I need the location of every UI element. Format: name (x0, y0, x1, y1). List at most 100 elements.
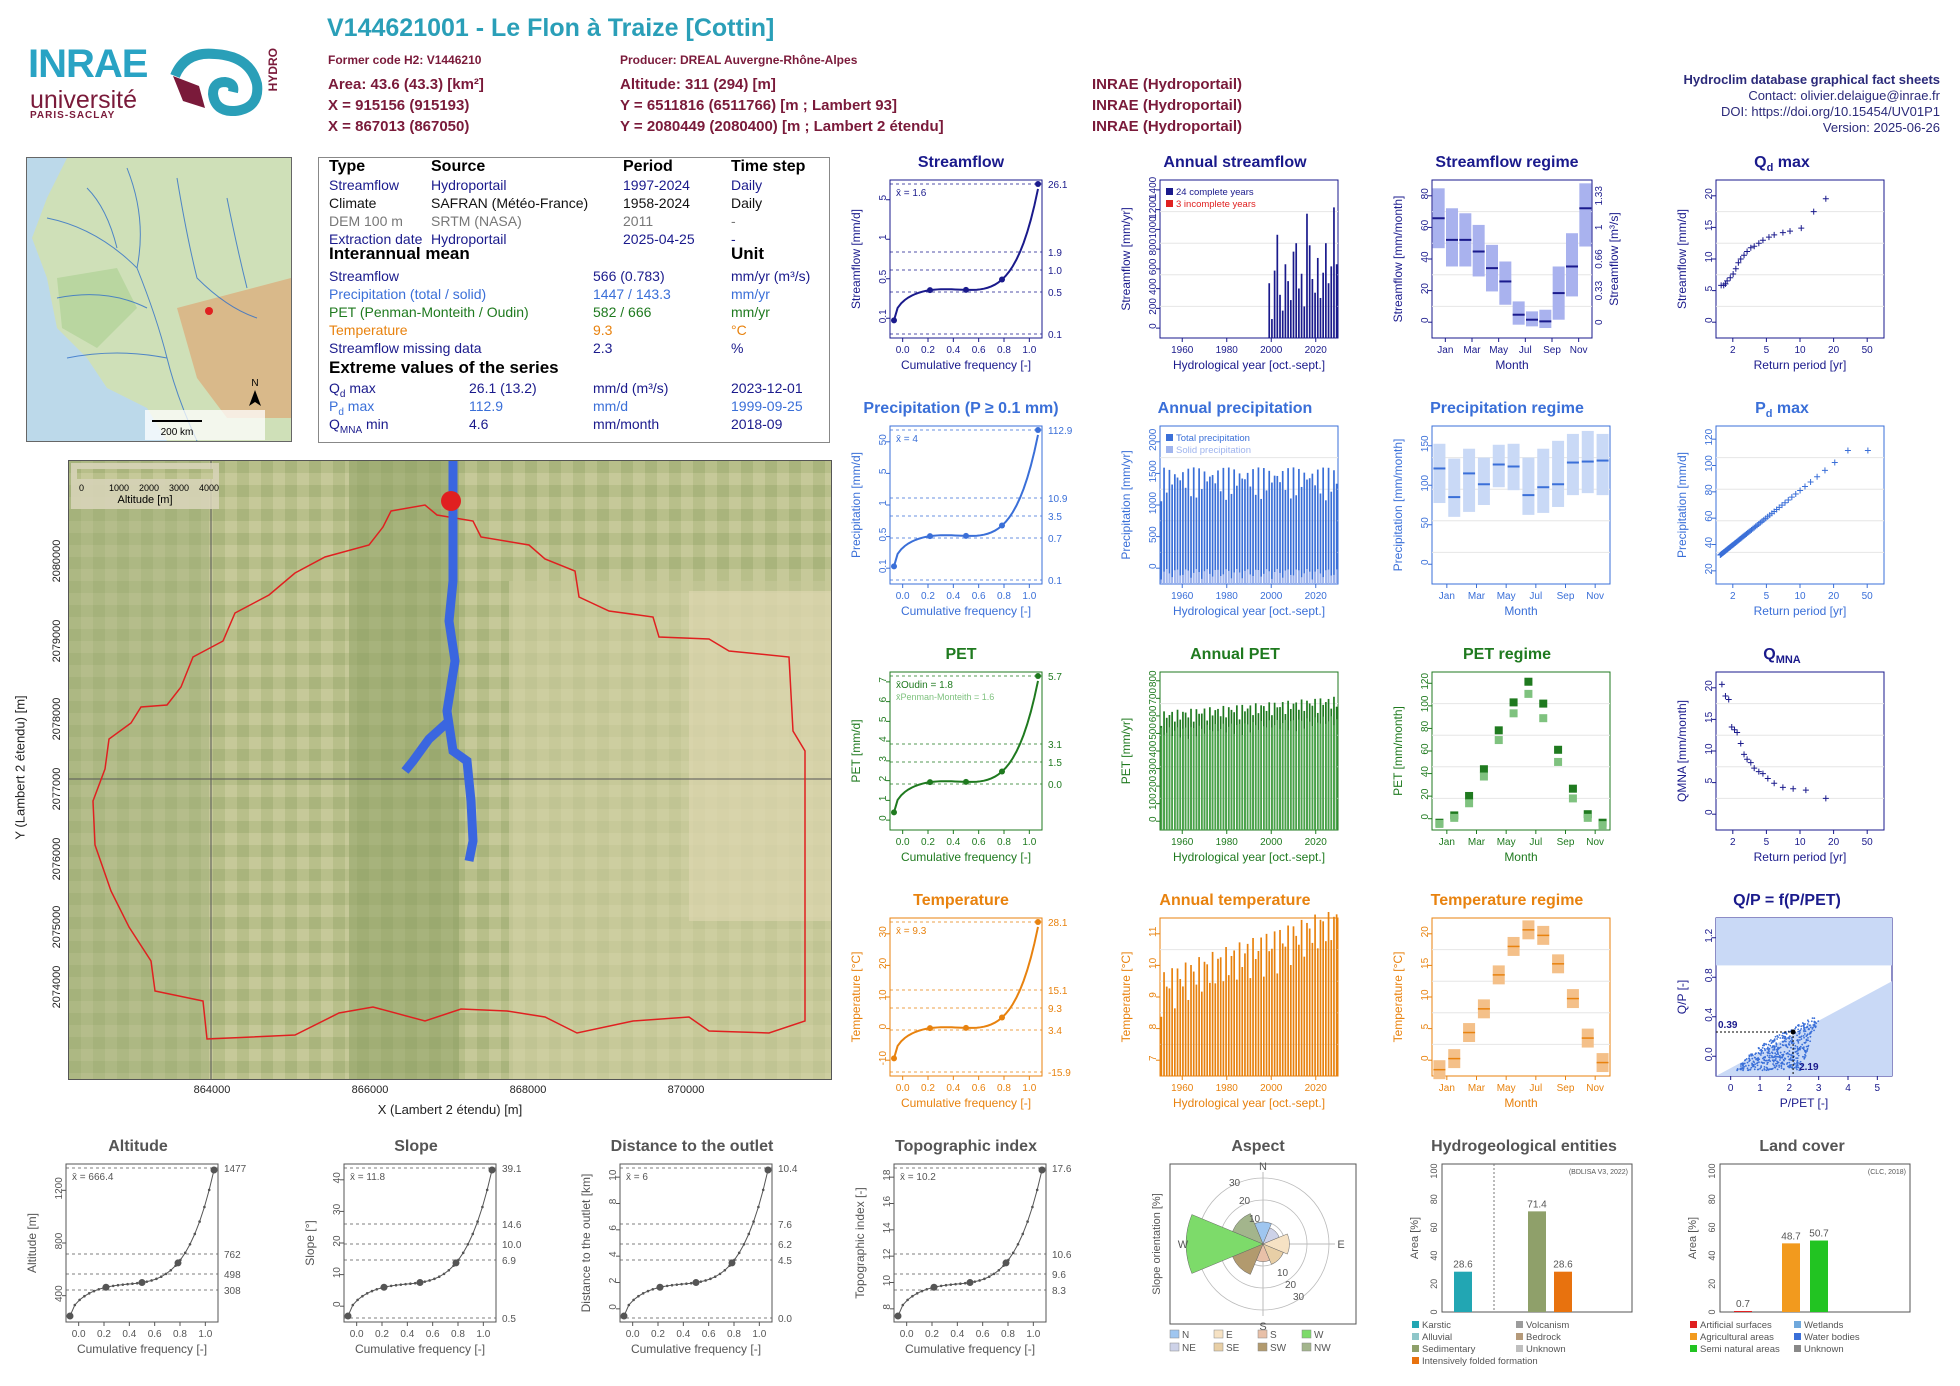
qp-point (1772, 1049, 1774, 1051)
quantile-point (344, 1312, 352, 1320)
regime-box (1499, 261, 1512, 305)
x-tick-label: Sep (1557, 1083, 1575, 1094)
qp-point (1783, 1068, 1785, 1070)
x-tick-label: 0.4 (950, 1329, 964, 1340)
annual-bar-secondary (1265, 569, 1268, 584)
doi[interactable]: DOI: https://doi.org/10.15454/UV01P1 (1721, 104, 1940, 119)
qp-point (1758, 1061, 1760, 1064)
return-point (1735, 259, 1742, 266)
qp-point (1807, 1020, 1810, 1023)
regime-box (1494, 726, 1503, 735)
map-y-tick: 2077000 (51, 767, 63, 811)
area-bar (1528, 1211, 1546, 1312)
annual-bar (1244, 953, 1246, 1076)
qp-point (1798, 1069, 1801, 1072)
y-tick-label: 0.5 (878, 269, 889, 283)
annual-bar-secondary (1262, 726, 1265, 830)
y-tick-label: 100 (1707, 1164, 1717, 1179)
map-x-label: X (Lambert 2 étendu) [m] (377, 1102, 523, 1117)
panel-title: Qd max (1754, 154, 1810, 175)
x-axis-label: Cumulative frequency [-] (77, 1342, 207, 1356)
annual-bar (1300, 486, 1303, 584)
hydro-logo-text: HYDRO (266, 48, 280, 92)
map-y-label: Y (Lambert 2 étendu) [m] (12, 695, 28, 840)
return-point (1741, 252, 1748, 259)
source-note: (BDLISA V3, 2022) (1569, 1169, 1628, 1176)
qp-point (1783, 1050, 1786, 1053)
right-tick-label: 0.0 (1048, 780, 1062, 791)
qp-point (1803, 1029, 1805, 1032)
qp-point (1781, 1034, 1784, 1037)
annual-bar-secondary (1160, 579, 1163, 584)
qp-point (1771, 1067, 1774, 1070)
annual-bar (1222, 981, 1225, 1076)
annual-bar-secondary (1219, 576, 1222, 584)
y-tick-label: 20 (1704, 563, 1715, 575)
annual-bar (1322, 467, 1325, 584)
y-tick-label: 100 (1429, 1164, 1439, 1179)
qp-point (1746, 1061, 1749, 1064)
x-tick-label: 50 (1862, 837, 1874, 848)
qp-point (1751, 1065, 1754, 1068)
annual-bar-secondary (1209, 729, 1211, 830)
y-tick-label: 7 (878, 677, 889, 683)
qp-point (1785, 1040, 1787, 1043)
x-tick-label: 0.0 (896, 837, 910, 848)
x-tick-label: 1.0 (1022, 837, 1036, 848)
return-point (1810, 208, 1817, 215)
qp-point (1794, 1027, 1796, 1030)
qp-point (1756, 1064, 1759, 1067)
x-axis-label: Return period [yr] (1754, 850, 1847, 864)
return-point (1788, 494, 1795, 501)
extreme-label: Qd max (329, 380, 376, 400)
interannual-value: 1447 / 143.3 (593, 286, 671, 302)
x-tick-label: 20 (1828, 837, 1840, 848)
qp-point (1775, 1053, 1778, 1056)
annual-bar-secondary (1273, 725, 1276, 830)
x-tick-label: 1.0 (476, 1329, 490, 1340)
bar-value-label: 0.7 (1736, 1299, 1750, 1310)
y-axis-label: Area [%] (1409, 1217, 1421, 1259)
y-tick-label: 0 (1420, 813, 1431, 819)
y-tick-label: 10 (1148, 957, 1159, 969)
info-row-type: Extraction date (329, 231, 423, 247)
annual-bar-secondary (1192, 572, 1195, 584)
qp-point (1788, 1061, 1791, 1064)
annual-bar-secondary (1319, 723, 1322, 830)
annual-bar-secondary (1206, 724, 1209, 830)
interannual-value: 9.3 (593, 322, 613, 338)
x-tick-label: 0.2 (651, 1329, 665, 1340)
max-point (1035, 427, 1041, 433)
x-tick-label: Mar (1463, 345, 1481, 356)
qp-point (1810, 1020, 1813, 1023)
qp-point (1750, 1066, 1753, 1069)
y-tick-label: 10 (1704, 251, 1715, 263)
annual-bar (1236, 485, 1238, 584)
aspect-sector (1262, 1243, 1284, 1265)
y-axis-label: Temperature [°C] (1120, 952, 1133, 1043)
annual-bar-secondary (1217, 731, 1219, 830)
annual-bar-secondary (1227, 570, 1230, 584)
right-tick-label: 1.5 (1048, 758, 1062, 769)
legend-entry: Intensively folded formation (1422, 1356, 1538, 1366)
y-tick-label: 0 (1704, 809, 1715, 815)
right-tick-label: 3.5 (1048, 512, 1062, 523)
panel-title: Hydrogeological entities (1431, 1138, 1617, 1155)
y-tick-label: 200 (1148, 775, 1159, 792)
annual-bar-secondary (1308, 721, 1311, 830)
x-tick-label: 1 (1757, 1083, 1763, 1094)
annual-bar (1198, 468, 1200, 584)
right-tick-label: 10.0 (502, 1240, 522, 1251)
mean-point (1790, 1029, 1796, 1035)
y-tick-label: 4 (878, 736, 889, 742)
qp-point (1812, 1024, 1815, 1026)
annual-bar (1176, 477, 1179, 584)
return-point (1831, 459, 1838, 466)
return-point (1814, 473, 1821, 480)
annual-bar-secondary (1184, 727, 1187, 830)
regime-box (1479, 772, 1488, 781)
area-bar (1554, 1271, 1572, 1312)
annual-bar (1192, 971, 1195, 1076)
y-tick-label: 0.0 (1704, 1047, 1715, 1061)
annual-bar (1287, 281, 1289, 338)
